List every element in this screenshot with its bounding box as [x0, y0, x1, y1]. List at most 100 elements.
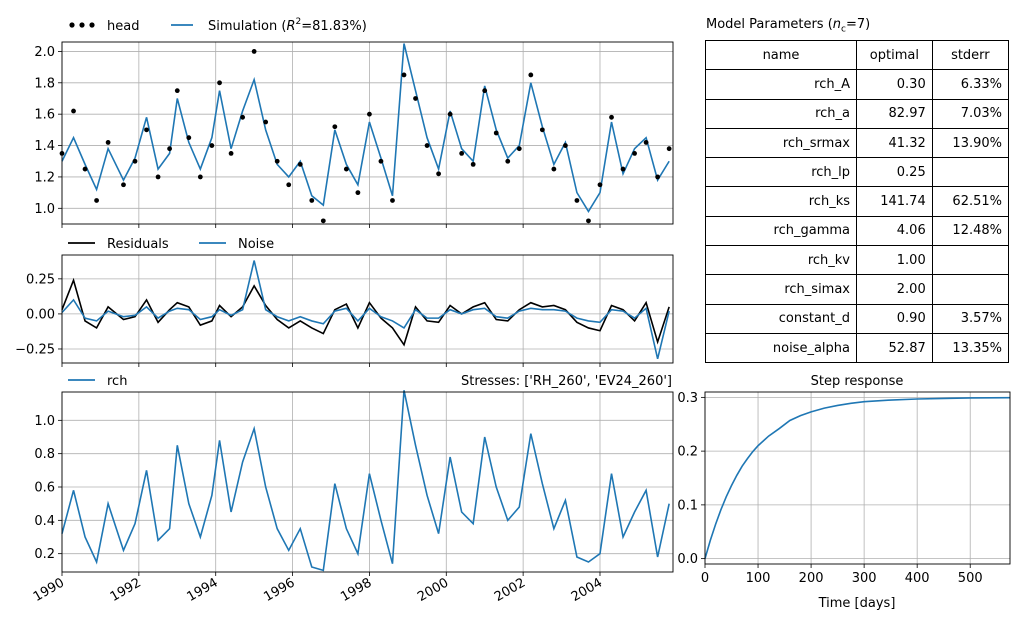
step-response-ticks: 0 100 200 300 400 500 0.0 0.1 0.2 0.3: [677, 391, 982, 586]
y-tick-label: 0.25: [26, 272, 55, 287]
head-panel: 1.0 1.2 1.4 1.6 1.8 2.0 head Simulation (R2=8…: [34, 17, 674, 228]
x-tick-label: 1990: [31, 575, 67, 605]
step-response-line: [704, 396, 1011, 559]
param-optimal: 2.00: [856, 274, 933, 305]
header-stderr: stderr: [931, 39, 1010, 71]
param-row: rch_A 0.30 6.33%: [705, 69, 1010, 100]
legend-noise-label: Noise: [238, 237, 274, 252]
head-point: [197, 174, 203, 180]
head-point: [436, 171, 441, 177]
contribution-panel-data: [61, 390, 670, 572]
y-tick-label: 0.2: [34, 547, 55, 562]
head-point: [539, 127, 545, 133]
step-response-title: Step response: [811, 374, 904, 389]
param-optimal: 52.87: [856, 332, 933, 364]
head-panel-legend: head Simulation (R2=81.83%): [69, 17, 367, 34]
head-point: [355, 190, 361, 196]
param-name: rch_lp: [705, 157, 857, 188]
param-optimal: 0.90: [856, 303, 933, 334]
head-point: [378, 158, 384, 164]
head-point: [470, 161, 476, 167]
x-tick-label: 1992: [108, 575, 144, 605]
step-response-grid: [704, 392, 1010, 564]
head-point: [228, 150, 234, 156]
residuals-panel-legend: Residuals Noise: [68, 237, 274, 252]
param-row: rch_srmax 41.32 13.90%: [705, 127, 1010, 159]
x-tick-label: 1996: [261, 575, 297, 605]
param-optimal: 82.97: [856, 98, 933, 129]
contribution-panel-ticks: 1990 1992 1994 1996 1998 2000 2002 2004 0.2 0.4 0.…: [31, 414, 605, 605]
head-point: [493, 130, 499, 136]
head-point: [309, 198, 315, 203]
param-optimal: 1.00: [856, 245, 933, 276]
head-point: [94, 198, 99, 203]
contribution-panel: 1990 1992 1994 1996 1998 2000 2002 2004 0.2 0.4 0.…: [31, 374, 674, 605]
header-name: name: [705, 39, 857, 71]
contribution-panel-frame: [61, 391, 674, 573]
y-tick-label: 0.4: [34, 514, 55, 529]
y-tick-label: 0.1: [677, 498, 698, 513]
head-point: [586, 218, 591, 224]
head-point: [459, 150, 465, 156]
head-point: [367, 111, 372, 117]
param-row: rch_lp 0.25: [705, 157, 1010, 188]
param-name: rch_gamma: [705, 215, 857, 247]
param-row: rch_ks 141.74 62.51%: [705, 186, 1010, 217]
head-point: [401, 72, 407, 78]
param-stderr: [931, 245, 1010, 276]
legend-simulation-label: Simulation (R2=81.83%): [208, 17, 367, 34]
x-tick-label: 500: [958, 571, 983, 586]
head-point: [505, 158, 511, 164]
head-point: [132, 158, 138, 164]
y-tick-label: −0.25: [15, 342, 55, 357]
y-tick-label: 1.2: [34, 170, 55, 185]
x-tick-label: 200: [799, 571, 824, 586]
head-point: [390, 198, 395, 203]
x-tick-label: 100: [746, 571, 771, 586]
head-point: [424, 143, 430, 148]
head-point: [209, 143, 215, 148]
head-point: [105, 140, 111, 145]
step-response-xlabel: Time [days]: [818, 596, 896, 611]
head-point: [332, 124, 338, 130]
y-tick-label: 0.8: [34, 447, 55, 462]
simulation-line: [61, 43, 670, 213]
param-row: rch_kv 1.00: [705, 245, 1010, 276]
y-tick-label: 0.0: [677, 552, 698, 567]
legend-rch-label: rch: [107, 374, 127, 389]
legend-head-label: head: [107, 19, 139, 34]
rch-line: [61, 390, 670, 572]
head-point: [251, 49, 257, 54]
head-point: [666, 146, 672, 152]
y-tick-label: 1.6: [34, 108, 55, 123]
head-point: [297, 161, 303, 167]
y-tick-label: 1.0: [34, 202, 55, 217]
legend-residuals-label: Residuals: [107, 237, 169, 252]
y-tick-label: 0.00: [26, 307, 55, 322]
y-tick-label: 1.4: [34, 139, 55, 154]
x-tick-label: 2004: [569, 575, 605, 605]
head-point: [574, 198, 580, 203]
head-point: [286, 182, 292, 188]
residuals-panel: −0.25 0.00 0.25 Residuals Noise: [15, 237, 674, 367]
param-stderr: 6.33%: [931, 69, 1010, 100]
params-title: Model Parameters (nc=7): [706, 17, 871, 35]
param-name: rch_kv: [705, 245, 857, 276]
residuals-panel-data: [61, 260, 670, 359]
head-point: [609, 114, 614, 120]
param-row: noise_alpha 52.87 13.35%: [705, 332, 1010, 364]
y-tick-label: 1.8: [34, 76, 55, 91]
head-point: [263, 119, 269, 125]
head-point: [516, 146, 522, 152]
param-optimal: 141.74: [856, 186, 933, 217]
y-tick-label: 0.3: [677, 391, 698, 406]
head-point: [551, 166, 557, 172]
stresses-title: Stresses: ['RH_260', 'EV24_260']: [461, 374, 672, 389]
head-point: [447, 111, 453, 117]
param-row: rch_gamma 4.06 12.48%: [705, 215, 1010, 247]
y-tick-label: 0.2: [677, 445, 698, 460]
param-name: rch_A: [705, 69, 857, 100]
param-stderr: 13.35%: [931, 332, 1010, 364]
param-stderr: [931, 274, 1010, 305]
head-point: [563, 143, 568, 148]
